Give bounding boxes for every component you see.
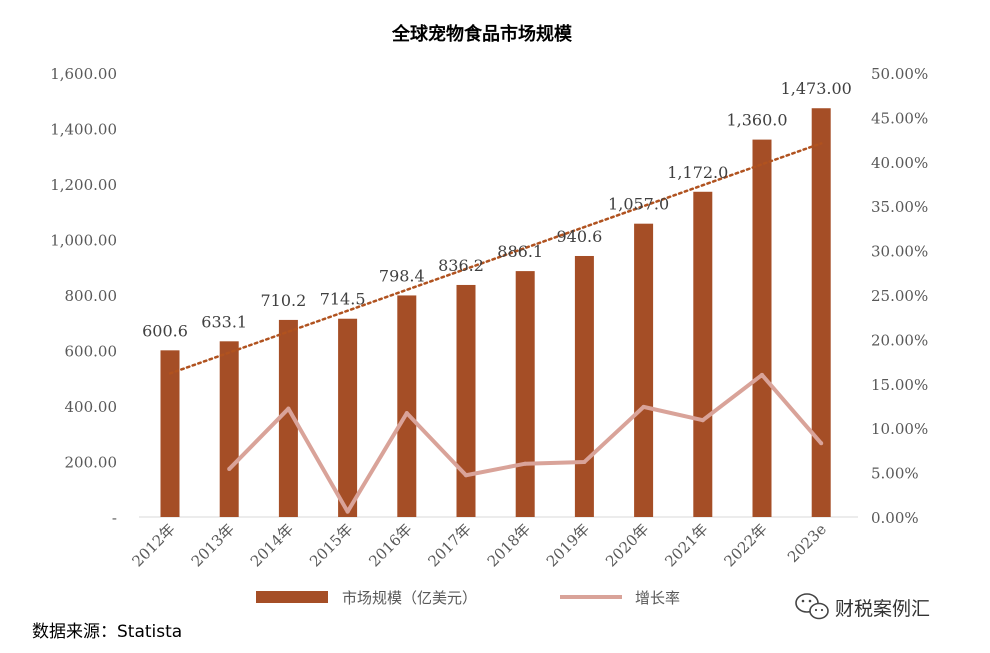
x-tick-label: 2013年 xyxy=(188,520,238,570)
bar-data-label: 836.2 xyxy=(438,256,484,275)
bar-data-label: 600.6 xyxy=(142,321,188,340)
growth-point xyxy=(582,459,587,464)
growth-point xyxy=(700,418,705,423)
y-left-tick-label: 400.00 xyxy=(65,398,118,416)
growth-point xyxy=(227,467,232,472)
growth-point xyxy=(523,461,528,466)
y-right-tick-label: 15.00% xyxy=(871,376,928,394)
x-tick-label: 2017年 xyxy=(424,520,474,570)
bar xyxy=(219,341,239,517)
legend-label-bar: 市场规模（亿美元） xyxy=(342,589,477,607)
growth-point xyxy=(760,372,764,377)
data-labels: 600.6 633.1 710.2 714.5 798.4 836.2 886.1 940.6… xyxy=(142,79,852,340)
source-note: 数据来源：Statista xyxy=(32,622,182,642)
legend-label-line: 增长率 xyxy=(635,589,680,607)
bar-data-label: 714.5 xyxy=(320,290,366,309)
bar-data-label: 886.1 xyxy=(497,242,543,261)
trendline-path xyxy=(168,142,823,375)
y-right-tick-label: 25.00% xyxy=(871,287,928,305)
y-left-tick-label: 1,600.00 xyxy=(50,65,117,83)
bar xyxy=(693,191,713,517)
growth-line-series xyxy=(227,372,824,514)
y-left-tick-label: - xyxy=(112,509,117,527)
y-left-tick-label: 1,000.00 xyxy=(50,232,117,250)
chart-title: 全球宠物食品市场规模 xyxy=(391,23,573,45)
growth-point xyxy=(286,406,291,411)
growth-point xyxy=(641,404,646,409)
y-right-tick-label: 5.00% xyxy=(871,465,919,483)
bar xyxy=(634,223,654,517)
bar xyxy=(338,318,358,517)
x-tick-label: 2022年 xyxy=(720,520,770,570)
y-left-tick-label: 600.00 xyxy=(65,343,118,361)
y-right-tick-label: 20.00% xyxy=(871,331,928,349)
wechat-icon xyxy=(795,593,829,620)
bar xyxy=(278,319,298,517)
bar-data-label: 633.1 xyxy=(201,312,247,331)
bar-data-label: 798.4 xyxy=(379,266,425,285)
x-tick-label: 2015年 xyxy=(306,520,356,570)
bar-series xyxy=(160,108,831,518)
bar xyxy=(811,108,831,518)
right-axis: 0.00% 5.00% 10.00% 15.00% 20.00% 25.00% 30.00%… xyxy=(871,65,928,527)
bar xyxy=(515,271,535,517)
bar-data-label: 1,473.00 xyxy=(781,79,852,98)
y-left-tick-label: 200.00 xyxy=(65,454,118,472)
y-left-tick-label: 1,400.00 xyxy=(50,121,117,139)
y-left-tick-label: 1,200.00 xyxy=(50,176,117,194)
bar xyxy=(574,255,594,517)
trendline xyxy=(168,142,823,375)
bar xyxy=(752,139,772,517)
y-right-tick-label: 10.00% xyxy=(871,420,928,438)
bar-data-label: 940.6 xyxy=(556,227,602,246)
bar-data-label: 710.2 xyxy=(260,291,306,310)
bar-data-label: 1,172.0 xyxy=(667,163,728,182)
legend: 市场规模（亿美元） 增长率 xyxy=(256,589,680,607)
x-tick-label: 2019年 xyxy=(543,520,593,570)
y-right-tick-label: 35.00% xyxy=(871,198,928,216)
x-tick-label: 2016年 xyxy=(365,520,415,570)
x-tick-label: 2014年 xyxy=(247,520,297,570)
bar-data-label: 1,360.0 xyxy=(726,111,787,130)
watermark: 财税案例汇 xyxy=(795,593,930,620)
bar xyxy=(160,350,180,517)
legend-swatch-bar xyxy=(256,591,328,603)
x-tick-label: 2012年 xyxy=(128,520,178,570)
bar xyxy=(397,295,417,517)
x-tick-label: 2020年 xyxy=(602,520,652,570)
y-right-tick-label: 50.00% xyxy=(871,65,928,83)
growth-point xyxy=(404,411,409,416)
bar-data-label: 1,057.0 xyxy=(608,195,669,214)
y-left-tick-label: 800.00 xyxy=(65,287,118,305)
x-tick-label: 2021年 xyxy=(661,520,711,570)
y-right-tick-label: 0.00% xyxy=(871,509,919,527)
x-tick-label: 2018年 xyxy=(484,520,534,570)
left-axis: - 200.00 400.00 600.00 800.00 1,000.00 1,200.0… xyxy=(50,65,117,527)
y-right-tick-label: 30.00% xyxy=(871,243,928,261)
growth-point xyxy=(819,441,824,446)
y-right-tick-label: 40.00% xyxy=(871,154,928,172)
bar xyxy=(456,284,476,517)
x-axis: 2012年 2013年 2014年 2015年 2016年 2017年 2018年 2019年… xyxy=(128,520,830,570)
growth-point xyxy=(345,509,350,514)
y-right-tick-label: 45.00% xyxy=(871,109,928,127)
growth-point xyxy=(464,473,468,478)
watermark-text: 财税案例汇 xyxy=(835,598,930,620)
x-tick-label: 2023e xyxy=(784,520,830,566)
